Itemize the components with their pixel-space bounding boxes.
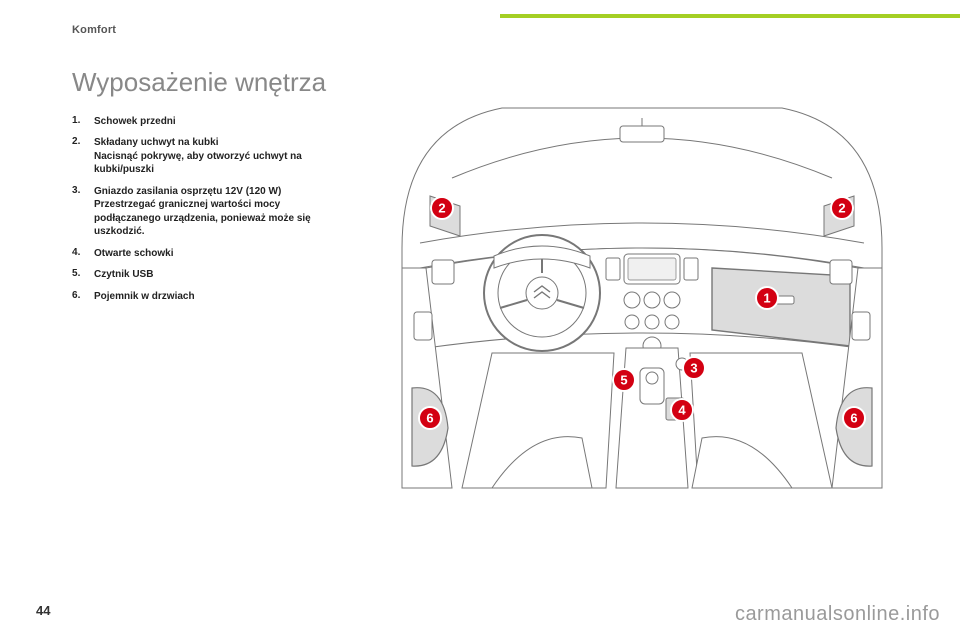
callout-6: 6 [419,407,441,429]
item-label: Czytnik USB [94,268,348,282]
item-sub: Nacisnąć pokrywę, aby otworzyć uchwyt na… [94,150,348,177]
callout-6: 6 [843,407,865,429]
item-5: Czytnik USB [72,268,348,282]
page: Komfort Wyposażenie wnętrza Schowek prze… [0,0,960,640]
item-label: Gniazdo zasilania osprzętu 12V (120 W) [94,185,348,199]
item-4: Otwarte schowki [72,247,348,261]
callout-2: 2 [831,197,853,219]
callout-1: 1 [756,287,778,309]
svg-text:6: 6 [426,411,433,426]
item-label: Składany uchwyt na kubki [94,136,348,150]
svg-text:3: 3 [690,361,697,376]
section-label: Komfort [72,24,116,36]
svg-text:6: 6 [850,411,857,426]
watermark: carmanualsonline.info [735,603,940,626]
text-column: Wyposażenie wnętrza Schowek przedni Skład… [72,68,372,592]
accent-bar [500,14,960,18]
svg-text:4: 4 [678,403,686,418]
item-1: Schowek przedni [72,115,348,129]
page-title: Wyposażenie wnętrza [72,68,348,97]
item-label: Pojemnik w drzwiach [94,290,348,304]
item-2: Składany uchwyt na kubkiNacisnąć pokrywę… [72,136,348,177]
item-label: Schowek przedni [94,115,348,129]
item-3: Gniazdo zasilania osprzętu 12V (120 W)Pr… [72,185,348,239]
svg-text:5: 5 [620,373,627,388]
item-label: Otwarte schowki [94,247,348,261]
callout-4: 4 [671,399,693,421]
item-sub: Przestrzegać granicznej wartości mocy po… [94,198,348,239]
callout-5: 5 [613,369,635,391]
svg-text:2: 2 [438,201,445,216]
page-number: 44 [36,603,50,618]
callout-3: 3 [683,357,705,379]
svg-text:1: 1 [763,291,770,306]
content: Wyposażenie wnętrza Schowek przedni Skład… [72,68,912,592]
svg-text:2: 2 [838,201,845,216]
illustration-column: 1 2 2 3 4 5 6 6 [372,68,912,592]
items-list: Schowek przedni Składany uchwyt na kubkiN… [72,115,348,304]
callout-2: 2 [431,197,453,219]
interior-diagram: 1 2 2 3 4 5 6 6 [382,68,902,498]
item-6: Pojemnik w drzwiach [72,290,348,304]
